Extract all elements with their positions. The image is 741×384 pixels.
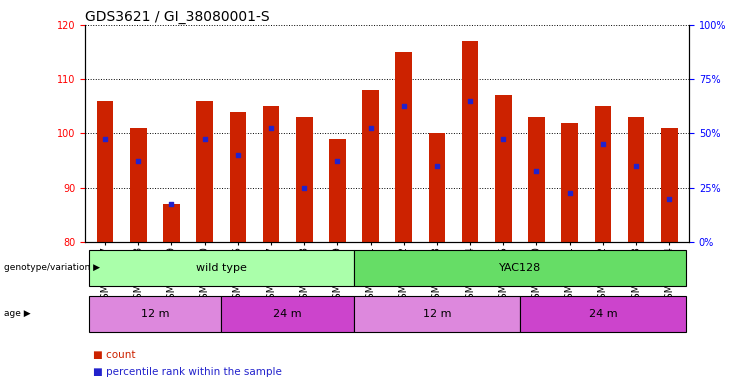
Bar <box>628 117 645 242</box>
Point <box>299 185 310 191</box>
Point <box>331 157 343 164</box>
Point <box>497 136 509 142</box>
Bar <box>396 52 412 242</box>
Text: age ▶: age ▶ <box>4 310 30 318</box>
Bar <box>462 41 479 242</box>
Point <box>431 163 443 169</box>
Bar <box>296 117 313 242</box>
Point <box>365 125 376 131</box>
Point <box>133 157 144 164</box>
Text: YAC128: YAC128 <box>499 263 541 273</box>
Bar <box>528 117 545 242</box>
Text: GDS3621 / GI_38080001-S: GDS3621 / GI_38080001-S <box>85 10 270 24</box>
Bar <box>428 134 445 242</box>
Bar <box>222 296 354 332</box>
Bar <box>329 139 346 242</box>
Bar <box>163 204 180 242</box>
Text: genotype/variation ▶: genotype/variation ▶ <box>4 263 100 272</box>
Bar <box>88 296 222 332</box>
Point <box>564 190 576 196</box>
Bar <box>354 250 686 286</box>
Bar <box>362 90 379 242</box>
Point <box>99 136 111 142</box>
Text: 24 m: 24 m <box>588 309 617 319</box>
Text: 12 m: 12 m <box>141 309 169 319</box>
Bar <box>594 106 611 242</box>
Point <box>531 168 542 174</box>
Point <box>199 136 210 142</box>
Bar <box>97 101 113 242</box>
Bar <box>263 106 279 242</box>
Text: ■ count: ■ count <box>93 350 135 360</box>
Point <box>663 195 675 202</box>
Point <box>464 98 476 104</box>
Bar <box>562 122 578 242</box>
Bar <box>230 112 246 242</box>
Text: ■ percentile rank within the sample: ■ percentile rank within the sample <box>93 367 282 377</box>
Point <box>265 125 277 131</box>
Point <box>232 152 244 158</box>
Text: 12 m: 12 m <box>422 309 451 319</box>
Bar <box>130 128 147 242</box>
Bar <box>495 96 511 242</box>
Bar <box>88 250 354 286</box>
Point <box>630 163 642 169</box>
Point <box>398 103 410 109</box>
Text: 24 m: 24 m <box>273 309 302 319</box>
Point <box>597 141 609 147</box>
Text: wild type: wild type <box>196 263 247 273</box>
Bar <box>661 128 677 242</box>
Point <box>165 201 177 207</box>
Bar <box>520 296 686 332</box>
Bar <box>196 101 213 242</box>
Bar <box>354 296 520 332</box>
